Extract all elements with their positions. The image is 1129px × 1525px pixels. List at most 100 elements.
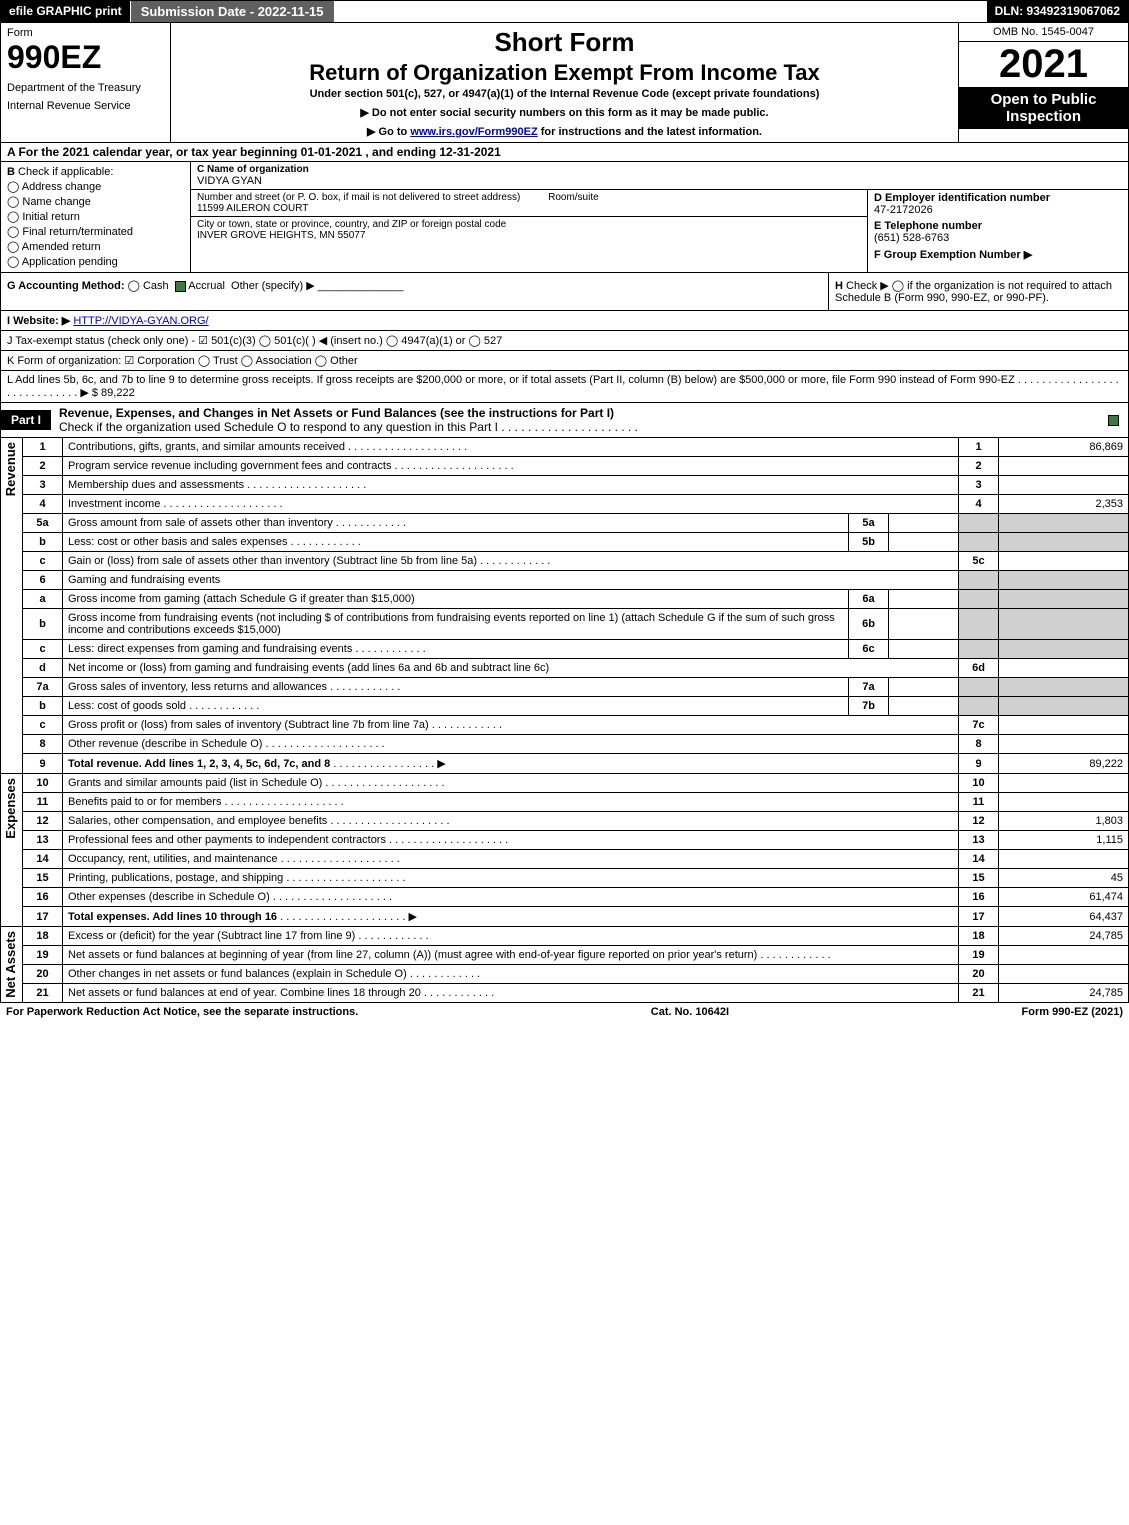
ln18: 18 (23, 927, 63, 946)
l7b-shade2 (999, 697, 1129, 716)
l6c-shade2 (999, 640, 1129, 659)
revenue-section: Revenue 1Contributions, gifts, grants, a… (0, 438, 1129, 774)
ln15: 15 (23, 869, 63, 888)
g-cash: Cash (143, 280, 169, 292)
l17-amt: 64,437 (999, 907, 1129, 927)
under-section: Under section 501(c), 527, or 4947(a)(1)… (175, 88, 954, 100)
street-value: 11599 AILERON COURT (197, 203, 308, 214)
omb-number: OMB No. 1545-0047 (959, 23, 1128, 42)
chk-name[interactable]: ◯ Name change (7, 195, 184, 208)
g-label: G Accounting Method: (7, 280, 125, 292)
ln11: 11 (23, 793, 63, 812)
l8-text: Other revenue (describe in Schedule O) (68, 738, 385, 750)
l5c-amt (999, 552, 1129, 571)
chk-amended[interactable]: ◯ Amended return (7, 240, 184, 253)
header-right: OMB No. 1545-0047 2021 Open to Public In… (958, 23, 1128, 142)
l7a-shade (959, 678, 999, 697)
l9-text: Total revenue. Add lines 1, 2, 3, 4, 5c,… (68, 758, 330, 770)
city-label: City or town, state or province, country… (197, 219, 506, 230)
header-center: Short Form Return of Organization Exempt… (171, 23, 958, 142)
l6b-shade (959, 609, 999, 640)
l5b-shade2 (999, 533, 1129, 552)
l6c-shade (959, 640, 999, 659)
footer-left: For Paperwork Reduction Act Notice, see … (6, 1006, 358, 1018)
l14-amt (999, 850, 1129, 869)
efile-print-button[interactable]: efile GRAPHIC print (1, 1, 131, 22)
chk-final[interactable]: ◯ Final return/terminated (7, 225, 184, 238)
form-label: Form (7, 27, 164, 39)
website-link[interactable]: HTTP://VIDYA-GYAN.ORG/ (73, 315, 208, 327)
city-value: INVER GROVE HEIGHTS, MN 55077 (197, 230, 365, 241)
c-name-row: C Name of organization VIDYA GYAN (191, 162, 1128, 190)
ln12: 12 (23, 812, 63, 831)
l6d-amt (999, 659, 1129, 678)
ln5c: c (23, 552, 63, 571)
row-l: L Add lines 5b, 6c, and 7b to line 9 to … (0, 371, 1129, 403)
ln7c: c (23, 716, 63, 735)
l7a-sa (889, 678, 959, 697)
row-j: J Tax-exempt status (check only one) - ☑… (0, 331, 1129, 351)
chk-address[interactable]: ◯ Address change (7, 180, 184, 193)
l-amount: $ 89,222 (92, 387, 135, 399)
ln1: 1 (23, 438, 63, 457)
ln7b: b (23, 697, 63, 716)
l7a-sub: 7a (849, 678, 889, 697)
l12-num: 12 (959, 812, 999, 831)
irs-link[interactable]: www.irs.gov/Form990EZ (410, 126, 537, 138)
c-name-label: C Name of organization (197, 164, 1122, 175)
h-label: H (835, 280, 843, 292)
l7a-text: Gross sales of inventory, less returns a… (68, 681, 400, 693)
l5a-text: Gross amount from sale of assets other t… (68, 517, 406, 529)
page-footer: For Paperwork Reduction Act Notice, see … (0, 1003, 1129, 1021)
chk-initial[interactable]: ◯ Initial return (7, 210, 184, 223)
l16-num: 16 (959, 888, 999, 907)
l8-num: 8 (959, 735, 999, 754)
l20-num: 20 (959, 965, 999, 984)
form-header: Form 990EZ Department of the Treasury In… (0, 23, 1129, 143)
l6c-text: Less: direct expenses from gaming and fu… (68, 643, 426, 655)
l1-num: 1 (959, 438, 999, 457)
l14-num: 14 (959, 850, 999, 869)
topbar-spacer (334, 1, 987, 22)
ln10: 10 (23, 774, 63, 793)
l8-amt (999, 735, 1129, 754)
l13-amt: 1,115 (999, 831, 1129, 850)
l2-amt (999, 457, 1129, 476)
form-number: 990EZ (7, 39, 164, 76)
col-c: C Name of organization VIDYA GYAN Number… (191, 162, 1128, 272)
street-label: Number and street (or P. O. box, if mail… (197, 192, 520, 203)
l9-amt: 89,222 (999, 754, 1129, 774)
l7b-text: Less: cost of goods sold (68, 700, 259, 712)
ln13: 13 (23, 831, 63, 850)
l13-text: Professional fees and other payments to … (68, 834, 508, 846)
part1-sub: Check if the organization used Schedule … (59, 420, 638, 434)
dln-label: DLN: 93492319067062 (987, 1, 1128, 22)
footer-right: Form 990-EZ (2021) (1022, 1006, 1123, 1018)
l12-text: Salaries, other compensation, and employ… (68, 815, 450, 827)
l15-text: Printing, publications, postage, and shi… (68, 872, 406, 884)
org-name: VIDYA GYAN (197, 175, 1122, 187)
part1-checkbox[interactable] (1098, 414, 1128, 426)
chk-pending[interactable]: ◯ Application pending (7, 255, 184, 268)
l6b-shade2 (999, 609, 1129, 640)
l15-num: 15 (959, 869, 999, 888)
l6a-sub: 6a (849, 590, 889, 609)
g-accounting: G Accounting Method: ◯ Cash Accrual Othe… (1, 273, 828, 310)
expenses-table: 10Grants and similar amounts paid (list … (22, 774, 1129, 927)
b-check-label: Check if applicable: (18, 166, 113, 178)
c-address: Number and street (or P. O. box, if mail… (191, 190, 868, 272)
l5b-text: Less: cost or other basis and sales expe… (68, 536, 361, 548)
l6a-shade (959, 590, 999, 609)
g-accrual-check[interactable] (175, 281, 186, 292)
ln4: 4 (23, 495, 63, 514)
l6b-sub: 6b (849, 609, 889, 640)
ln6c: c (23, 640, 63, 659)
ln16: 16 (23, 888, 63, 907)
l10-num: 10 (959, 774, 999, 793)
return-title: Return of Organization Exempt From Incom… (175, 60, 954, 86)
ln21: 21 (23, 984, 63, 1003)
netassets-label: Net Assets (1, 927, 20, 1002)
submission-date: Submission Date - 2022-11-15 (131, 1, 334, 22)
l10-amt (999, 774, 1129, 793)
l12-amt: 1,803 (999, 812, 1129, 831)
